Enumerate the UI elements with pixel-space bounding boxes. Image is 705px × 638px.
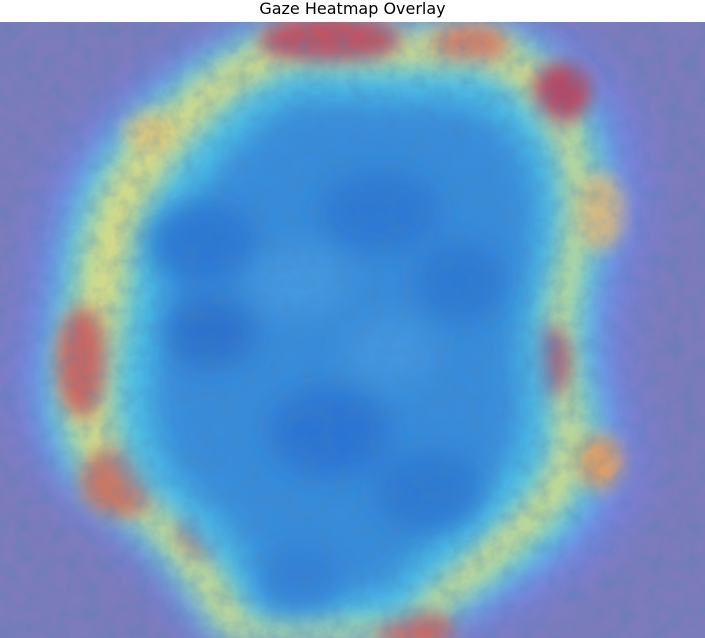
haze-layer	[0, 22, 705, 638]
heatmap-image	[0, 22, 705, 638]
figure-title: Gaze Heatmap Overlay	[259, 0, 446, 18]
heatmap-svg	[0, 22, 705, 638]
texture-layer	[0, 22, 705, 638]
